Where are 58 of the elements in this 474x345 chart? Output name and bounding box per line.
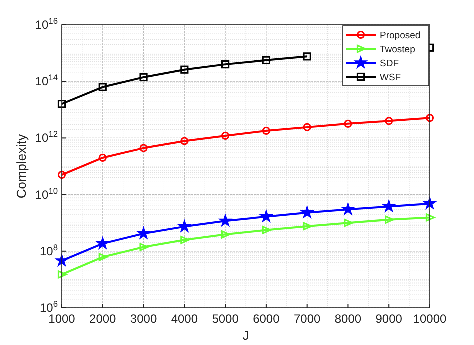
point — [58, 270, 68, 279]
y-tick-label: 10$^{10}$ — [35, 186, 58, 202]
point — [98, 154, 107, 162]
y-tick-label: 10$^{6}$ — [40, 299, 58, 315]
point — [303, 123, 312, 132]
point — [56, 254, 68, 266]
x-tick-label: 10000 — [413, 312, 448, 326]
point — [138, 227, 150, 240]
x-tick-label: 4000 — [171, 312, 198, 326]
legend-label: SDF — [380, 58, 400, 70]
point — [58, 100, 66, 108]
x-tick-label: 8000 — [334, 312, 362, 326]
point — [58, 170, 66, 180]
x-tick-label: 9000 — [376, 312, 403, 326]
y-tick-label: 10$^{14}$ — [35, 72, 58, 89]
point — [222, 60, 230, 69]
point — [426, 214, 436, 222]
point — [98, 83, 107, 92]
point — [96, 237, 110, 250]
point — [385, 216, 394, 224]
point — [140, 73, 148, 82]
point — [262, 226, 272, 234]
point — [222, 230, 231, 239]
point — [180, 137, 189, 146]
x-tick-label: 1000 — [48, 312, 76, 326]
point — [180, 236, 190, 244]
point — [140, 144, 148, 152]
point — [222, 132, 230, 140]
x-tick-label: 5000 — [212, 312, 240, 326]
y-tick-label: 10$^{16}$ — [35, 16, 58, 32]
y-tick-label: 10$^{12}$ — [35, 129, 58, 146]
point — [382, 200, 396, 212]
x-tick-label: 2000 — [90, 312, 117, 326]
point — [219, 214, 232, 226]
point — [426, 114, 434, 122]
point — [303, 222, 312, 231]
point — [178, 220, 191, 232]
x-tick-label: 7000 — [294, 312, 322, 326]
legend-label: Proposed — [380, 30, 421, 42]
x-tick-label: 6000 — [253, 312, 280, 326]
y-axis-title: Complexity — [14, 134, 29, 199]
point — [303, 52, 312, 61]
point — [342, 203, 354, 215]
point — [140, 243, 149, 252]
point — [260, 210, 273, 222]
legend-label: Twostep — [380, 44, 416, 56]
point — [344, 120, 352, 128]
point — [262, 126, 270, 136]
point — [180, 66, 189, 74]
point — [98, 253, 108, 262]
legend-label: WSF — [380, 72, 402, 84]
point — [385, 117, 394, 126]
y-tick-label: 10$^{8}$ — [40, 242, 58, 258]
x-tick-label: 3000 — [130, 312, 158, 326]
x-axis-title: J — [242, 328, 250, 343]
point — [262, 56, 270, 64]
point — [344, 219, 354, 228]
point — [301, 206, 314, 218]
